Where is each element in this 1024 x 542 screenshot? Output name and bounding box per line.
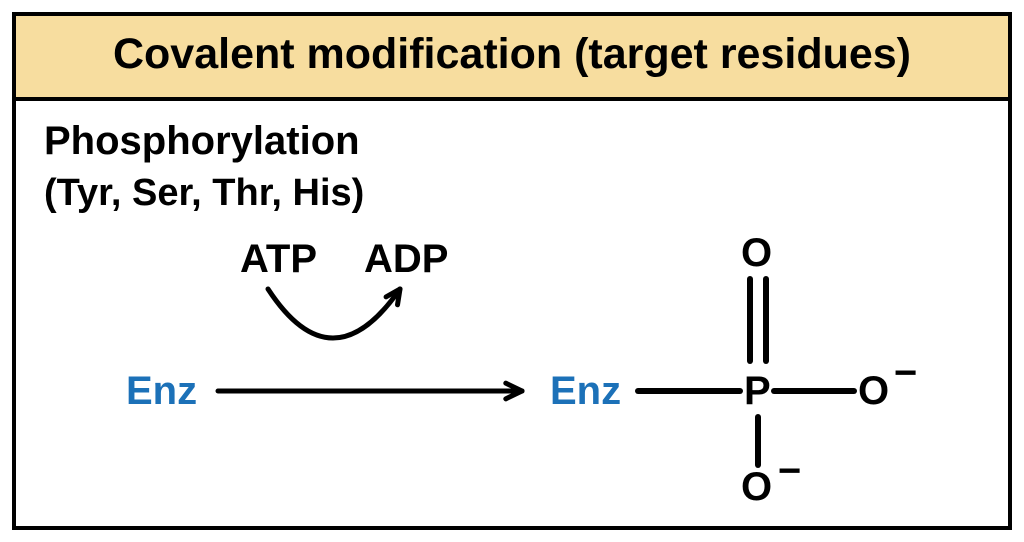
reaction-arrows [44,221,984,521]
reaction-diagram: ATP ADP Enz Enz P O O − O − [44,221,984,521]
card-body: Phosphorylation (Tyr, Ser, Thr, His) ATP… [16,101,1008,509]
card-title: Covalent modification (target residues) [113,30,911,78]
section-subtitle: (Tyr, Ser, Thr, His) [44,172,980,215]
info-card: Covalent modification (target residues) … [12,12,1012,530]
card-header: Covalent modification (target residues) [16,16,1008,101]
section-title: Phosphorylation [44,119,980,164]
